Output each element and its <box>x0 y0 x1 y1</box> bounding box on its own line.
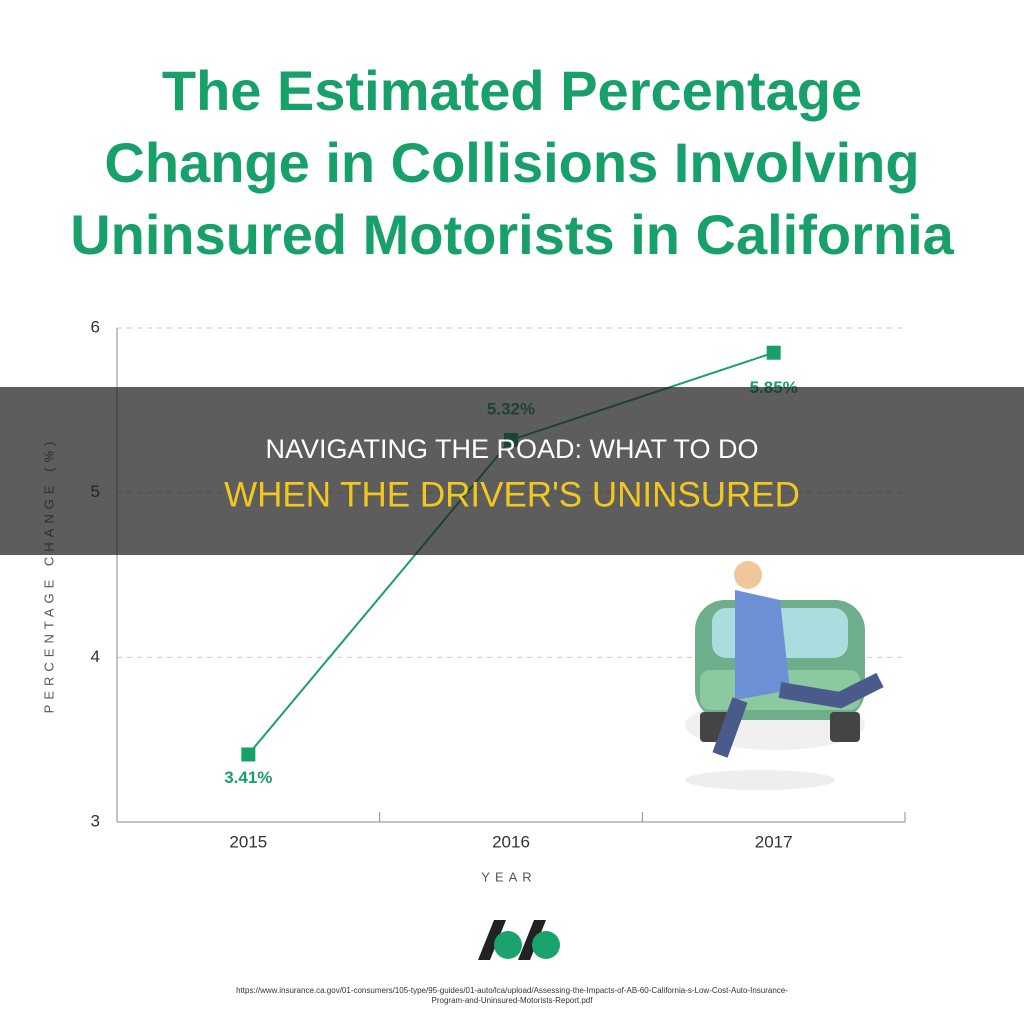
logo <box>478 920 506 960</box>
x-axis-label: YEAR <box>481 869 536 884</box>
x-tick-label: 2017 <box>755 832 793 851</box>
x-tick-label: 2015 <box>229 832 267 851</box>
source-text: https://www.insurance.ca.gov/01-consumer… <box>236 986 788 995</box>
chart-title: The Estimated Percentage <box>162 59 862 122</box>
car-illustration <box>685 561 884 790</box>
source-text: Program-and-Uninsured-Motorists-Report.p… <box>432 996 594 1005</box>
logo <box>494 931 522 959</box>
logo <box>518 920 546 960</box>
y-tick-label: 4 <box>91 647 100 666</box>
y-tick-label: 3 <box>91 811 100 830</box>
banner <box>0 387 1024 555</box>
data-point <box>766 345 781 360</box>
data-label: 3.41% <box>224 768 272 787</box>
x-tick-label: 2016 <box>492 832 530 851</box>
data-point <box>241 747 256 762</box>
banner-line2: WHEN THE DRIVER'S UNINSURED <box>224 475 800 514</box>
logo <box>532 931 560 959</box>
chart-title: Change in Collisions Involving <box>104 131 919 194</box>
y-tick-label: 6 <box>91 317 100 336</box>
banner-line1: NAVIGATING THE ROAD: WHAT TO DO <box>265 434 758 464</box>
chart-title: Uninsured Motorists in California <box>70 203 954 266</box>
